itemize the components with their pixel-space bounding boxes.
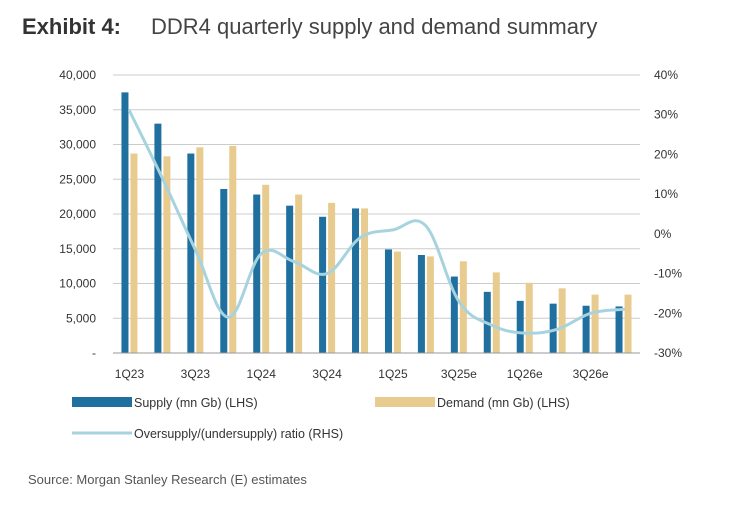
- chart-title: DDR4 quarterly supply and demand summary: [151, 14, 598, 39]
- demand-bar: [262, 184, 270, 353]
- supply-bar: [319, 216, 327, 353]
- x-axis-tick-label: 3Q25e: [441, 367, 477, 381]
- right-axis-tick-label: 40%: [654, 68, 678, 82]
- demand-bar: [558, 288, 566, 353]
- supply-bar: [286, 205, 294, 353]
- left-axis-tick-label: 25,000: [59, 172, 96, 186]
- legend-label-demand: Demand (mn Gb) (LHS): [437, 396, 570, 410]
- x-axis-tick-label: 1Q23: [115, 367, 145, 381]
- demand-bar: [426, 256, 434, 353]
- supply-bar: [154, 123, 162, 354]
- chart-svg: 40,000 35,000 30,000 25,000 20,000 15,000 10,0…: [59, 68, 682, 441]
- legend-swatch-demand: [375, 397, 435, 407]
- x-axis-tick-label: 3Q26e: [573, 367, 609, 381]
- source-note: Source: Morgan Stanley Research (E) esti…: [28, 472, 307, 487]
- demand-bar: [525, 282, 533, 353]
- demand-bar: [492, 272, 500, 353]
- legend-label-ratio: Oversupply/(undersupply) ratio (RHS): [134, 427, 343, 441]
- x-axis-tick-label: 3Q23: [181, 367, 211, 381]
- supply-bar: [516, 300, 524, 353]
- legend-label-supply: Supply (mn Gb) (LHS): [134, 396, 258, 410]
- left-axis-tick-label: 20,000: [59, 207, 96, 221]
- supply-bar: [615, 306, 623, 353]
- right-axis-tick-label: -30%: [654, 346, 682, 360]
- supply-bar: [450, 276, 458, 353]
- supply-bar: [121, 92, 129, 353]
- left-axis-tick-label: 15,000: [59, 242, 96, 256]
- x-axis-tick-label: 1Q24: [247, 367, 277, 381]
- supply-bar: [582, 305, 590, 353]
- right-axis-tick-label: -10%: [654, 267, 682, 281]
- demand-bar: [328, 202, 336, 353]
- demand-bar: [163, 156, 171, 353]
- left-axis-tick-label: 40,000: [59, 68, 96, 82]
- supply-bar: [352, 208, 360, 353]
- supply-bar: [253, 194, 261, 353]
- supply-bar: [417, 255, 425, 353]
- x-axis-tick-label: 3Q24: [312, 367, 342, 381]
- left-axis-tick-label: 30,000: [59, 138, 96, 152]
- demand-bar: [393, 251, 401, 353]
- exhibit-number: Exhibit 4:: [22, 14, 122, 39]
- x-axis-tick-label: 1Q25: [378, 367, 408, 381]
- right-axis-tick-label: 0%: [654, 227, 672, 241]
- x-axis-tick-label: 1Q26e: [507, 367, 543, 381]
- right-axis-tick-label: -20%: [654, 306, 682, 320]
- demand-bar: [196, 147, 204, 353]
- ratio-line: [127, 109, 626, 335]
- demand-bar: [295, 194, 303, 353]
- right-axis-tick-label: 30%: [654, 108, 678, 122]
- left-axis-tick-label: 35,000: [59, 103, 96, 117]
- chart-title-row: Exhibit 4: DDR4 quarterly supply and dem…: [22, 14, 597, 48]
- supply-bar: [187, 153, 195, 353]
- legend-swatch-supply: [72, 397, 132, 407]
- supply-bar: [220, 188, 228, 353]
- demand-bar: [591, 294, 599, 353]
- supply-bar: [384, 249, 392, 353]
- right-axis-tick-label: 10%: [654, 187, 678, 201]
- demand-bar: [624, 294, 632, 353]
- demand-bar: [229, 145, 237, 353]
- supply-bar: [549, 303, 557, 353]
- left-axis-tick-label: 5,000: [66, 311, 96, 325]
- right-axis-tick-label: 20%: [654, 147, 678, 161]
- left-axis-tick-label: -: [92, 346, 96, 360]
- demand-bar: [130, 153, 138, 353]
- left-axis-tick-label: 10,000: [59, 277, 96, 291]
- demand-bar: [361, 208, 369, 353]
